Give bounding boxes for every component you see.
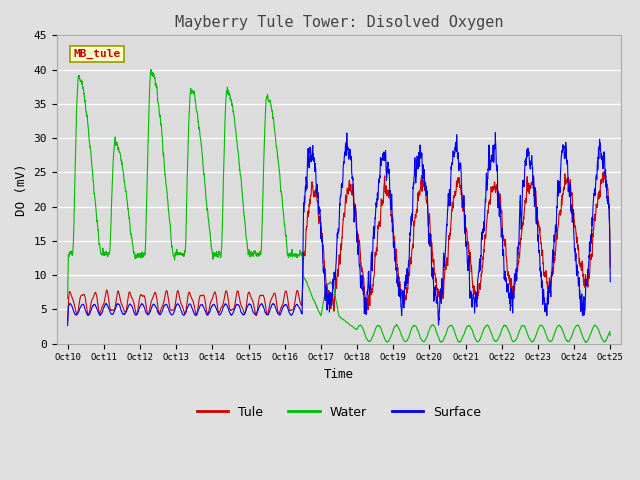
Surface [158, 310, 166, 315]
Water [437, 339, 445, 345]
Water [538, 323, 545, 328]
Tule [596, 190, 604, 195]
Surface [607, 279, 614, 285]
Tule [607, 264, 614, 270]
Water [147, 67, 155, 72]
Water [607, 333, 614, 338]
Legend: Tule, Water, Surface: Tule, Water, Surface [192, 401, 486, 424]
Tule [538, 240, 545, 246]
Tule [272, 294, 280, 300]
Tule [600, 169, 608, 175]
Line: Water: Water [68, 70, 611, 342]
Water [158, 130, 166, 136]
Line: Tule: Tule [68, 172, 611, 321]
Tule [64, 318, 72, 324]
Surface [596, 142, 604, 148]
Line: Surface: Surface [68, 132, 611, 325]
Surface [538, 277, 545, 283]
Water [64, 296, 72, 301]
Tule [296, 296, 303, 301]
Water [296, 252, 303, 258]
Text: MB_tule: MB_tule [74, 49, 121, 59]
X-axis label: Time: Time [324, 368, 354, 381]
Surface [272, 306, 280, 312]
Surface [64, 323, 72, 328]
Surface [125, 301, 133, 307]
Surface [492, 130, 499, 135]
Surface [296, 305, 303, 311]
Title: Mayberry Tule Tower: Disolved Oxygen: Mayberry Tule Tower: Disolved Oxygen [175, 15, 503, 30]
Tule [158, 305, 166, 311]
Water [125, 217, 133, 223]
Tule [125, 289, 133, 295]
Y-axis label: DO (mV): DO (mV) [15, 163, 28, 216]
Water [272, 141, 280, 146]
Water [596, 331, 604, 336]
